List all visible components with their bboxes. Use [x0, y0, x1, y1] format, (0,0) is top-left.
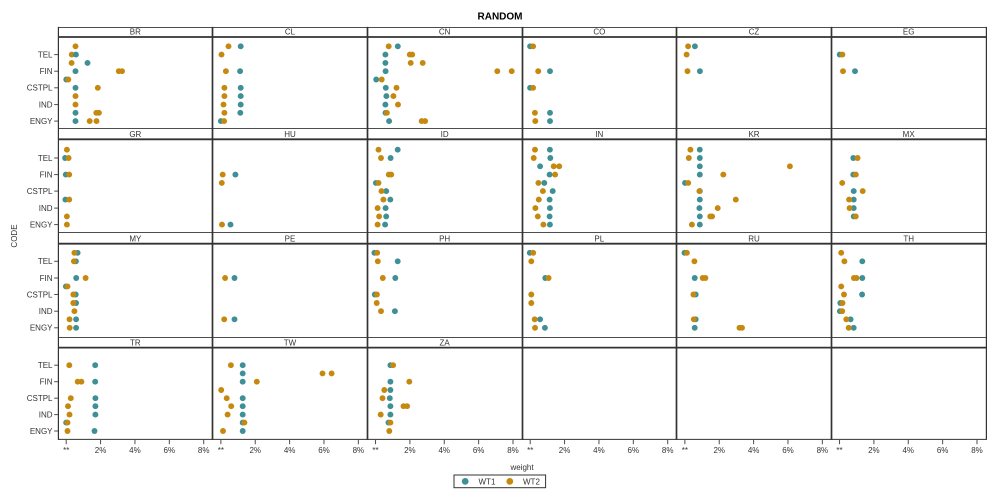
svg-text:ZA: ZA — [440, 339, 451, 348]
svg-text:6%: 6% — [473, 446, 485, 455]
svg-text:RU: RU — [748, 235, 760, 244]
svg-text:WT2: WT2 — [523, 477, 540, 486]
svg-text:4%: 4% — [129, 446, 141, 455]
svg-text:ENGY: ENGY — [30, 324, 53, 333]
svg-text:GR: GR — [129, 130, 141, 139]
svg-text:PH: PH — [439, 235, 450, 244]
svg-text:FIN: FIN — [40, 274, 53, 283]
svg-text:8%: 8% — [817, 446, 829, 455]
svg-text:CSTPL: CSTPL — [27, 84, 53, 93]
svg-text:6%: 6% — [782, 446, 794, 455]
svg-text:**: ** — [63, 446, 69, 455]
svg-text:EG: EG — [903, 27, 915, 36]
svg-text:4%: 4% — [593, 446, 605, 455]
svg-text:6%: 6% — [628, 446, 640, 455]
svg-text:CN: CN — [439, 27, 451, 36]
svg-text:8%: 8% — [353, 446, 365, 455]
svg-text:8%: 8% — [507, 446, 519, 455]
svg-text:TR: TR — [130, 339, 141, 348]
svg-text:TEL: TEL — [38, 154, 53, 163]
svg-text:4%: 4% — [438, 446, 450, 455]
svg-text:ENGY: ENGY — [30, 221, 53, 230]
svg-text:IND: IND — [39, 307, 53, 316]
svg-text:CSTPL: CSTPL — [27, 394, 53, 403]
svg-text:8%: 8% — [198, 446, 210, 455]
svg-text:CODE: CODE — [10, 224, 19, 247]
svg-text:6%: 6% — [318, 446, 330, 455]
svg-text:CZ: CZ — [749, 27, 760, 36]
svg-text:ENGY: ENGY — [30, 427, 53, 436]
svg-text:TEL: TEL — [38, 257, 53, 266]
svg-text:2%: 2% — [559, 446, 571, 455]
svg-text:TH: TH — [903, 235, 914, 244]
svg-text:4%: 4% — [748, 446, 760, 455]
svg-text:ENGY: ENGY — [30, 117, 53, 126]
svg-text:PE: PE — [285, 235, 296, 244]
svg-text:MX: MX — [903, 130, 916, 139]
svg-text:**: ** — [372, 446, 378, 455]
svg-text:IND: IND — [39, 204, 53, 213]
svg-text:CO: CO — [593, 27, 605, 36]
svg-text:CSTPL: CSTPL — [27, 187, 53, 196]
svg-text:FIN: FIN — [40, 67, 53, 76]
svg-text:IND: IND — [39, 101, 53, 110]
svg-text:CSTPL: CSTPL — [27, 290, 53, 299]
svg-text:IN: IN — [595, 130, 603, 139]
svg-text:FIN: FIN — [40, 378, 53, 387]
svg-text:4%: 4% — [902, 446, 914, 455]
svg-text:4%: 4% — [284, 446, 296, 455]
svg-text:RANDOM: RANDOM — [478, 12, 523, 23]
svg-text:CL: CL — [285, 27, 296, 36]
svg-text:KR: KR — [748, 130, 759, 139]
svg-text:ID: ID — [441, 130, 449, 139]
svg-text:2%: 2% — [95, 446, 107, 455]
svg-text:BR: BR — [130, 27, 141, 36]
svg-text:TW: TW — [284, 339, 297, 348]
svg-text:2%: 2% — [713, 446, 725, 455]
svg-text:weight: weight — [509, 463, 534, 472]
svg-text:8%: 8% — [662, 446, 674, 455]
svg-text:6%: 6% — [937, 446, 949, 455]
svg-text:FIN: FIN — [40, 171, 53, 180]
svg-text:**: ** — [527, 446, 533, 455]
svg-text:2%: 2% — [868, 446, 880, 455]
svg-text:**: ** — [682, 446, 688, 455]
svg-text:TEL: TEL — [38, 361, 53, 370]
svg-text:8%: 8% — [971, 446, 983, 455]
svg-text:HU: HU — [284, 130, 296, 139]
svg-text:2%: 2% — [249, 446, 261, 455]
svg-text:TEL: TEL — [38, 51, 53, 60]
svg-text:**: ** — [836, 446, 842, 455]
svg-text:PL: PL — [594, 235, 604, 244]
svg-text:IND: IND — [39, 411, 53, 420]
svg-text:MY: MY — [129, 235, 142, 244]
svg-text:WT1: WT1 — [479, 477, 496, 486]
svg-text:2%: 2% — [404, 446, 416, 455]
svg-text:6%: 6% — [164, 446, 176, 455]
svg-text:**: ** — [218, 446, 224, 455]
